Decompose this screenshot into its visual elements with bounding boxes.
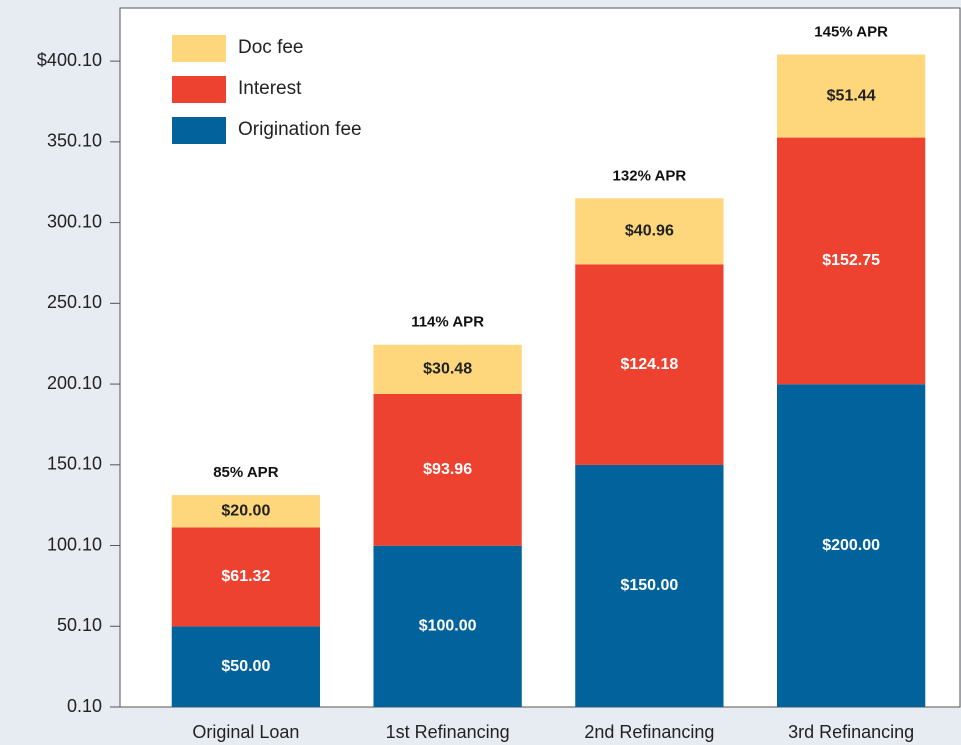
apr-annotation: 132% APR — [613, 167, 687, 184]
value-label: $51.44 — [827, 87, 876, 104]
value-label: $61.32 — [221, 568, 270, 585]
x-tick-label: 3rd Refinancing — [788, 722, 914, 742]
value-label: $152.75 — [822, 252, 880, 269]
bar-segment — [171, 527, 321, 627]
legend-swatch — [172, 117, 226, 144]
x-tick-label: Original Loan — [192, 722, 299, 742]
y-tick-label: 200.10 — [47, 373, 102, 393]
bar-segment — [776, 384, 926, 707]
legend-swatch — [172, 76, 226, 103]
apr-annotation: 145% APR — [814, 23, 888, 40]
bar-segment — [171, 495, 321, 528]
legend-label: Doc fee — [238, 37, 303, 58]
value-label: $150.00 — [620, 577, 678, 594]
value-label: $124.18 — [620, 356, 678, 373]
value-label: $30.48 — [423, 361, 472, 378]
value-label: $100.00 — [419, 618, 477, 635]
value-label: $93.96 — [423, 461, 472, 478]
bar-segment — [575, 264, 724, 465]
value-label: $20.00 — [221, 502, 270, 519]
bar-segment — [575, 198, 724, 265]
y-tick-label: 0.10 — [67, 696, 102, 716]
bar-segment — [575, 464, 724, 707]
y-tick-label: 250.10 — [47, 292, 102, 312]
bar-segment — [373, 545, 522, 707]
legend-swatch — [172, 35, 226, 62]
bar-segment — [776, 54, 926, 138]
y-tick-label: 50.10 — [57, 615, 102, 635]
bar-segment — [171, 626, 321, 707]
y-tick-label: 100.10 — [47, 534, 102, 554]
value-label: $50.00 — [221, 658, 270, 675]
bar-segment — [373, 393, 522, 546]
apr-annotation: 85% APR — [213, 464, 278, 481]
apr-annotation: 114% APR — [411, 314, 484, 331]
y-tick-label: 300.10 — [47, 211, 102, 231]
x-tick-label: 1st Refinancing — [386, 722, 510, 742]
bar-segment — [776, 137, 926, 385]
value-label: $40.96 — [625, 223, 674, 240]
legend-label: Origination fee — [238, 119, 362, 140]
y-tick-label: 150.10 — [47, 454, 102, 474]
y-tick-label: $400.10 — [37, 50, 102, 70]
y-tick-label: 350.10 — [47, 131, 102, 151]
bar-segment — [373, 344, 522, 394]
x-tick-label: 2nd Refinancing — [584, 722, 714, 742]
value-label: $200.00 — [822, 537, 880, 554]
legend-label: Interest — [238, 78, 302, 99]
